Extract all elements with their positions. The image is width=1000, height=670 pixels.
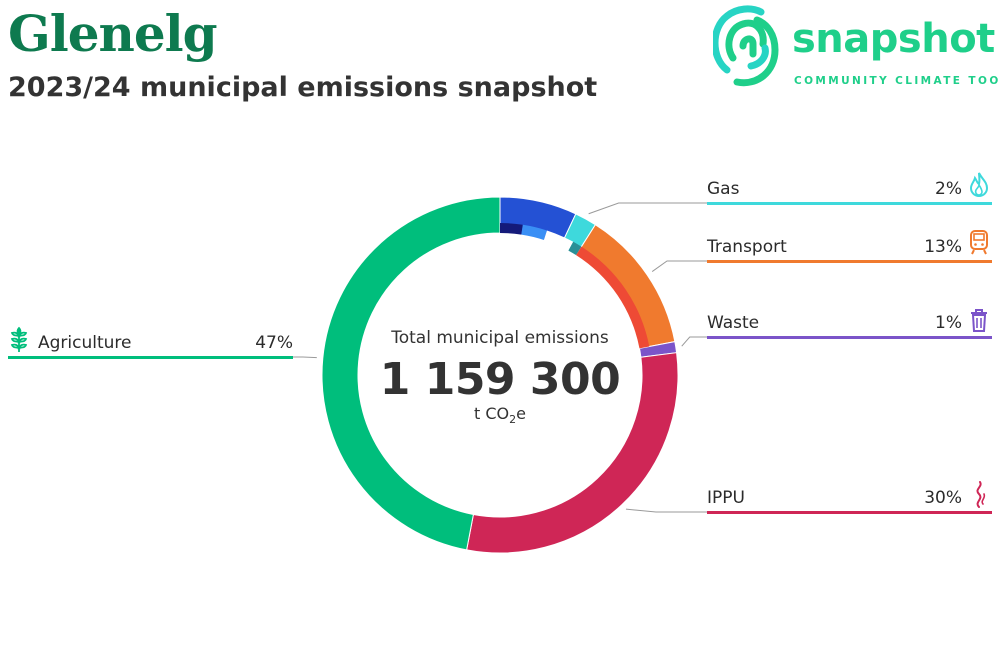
label-gas: Gas 2% [707,172,992,205]
label-waste-percent: 1% [935,313,962,333]
connector-agriculture [293,356,317,359]
connector-transport [651,260,707,272]
label-gas-percent: 2% [935,179,962,199]
label-ippu: IPPU 30% [707,481,992,514]
connector-ippu [625,508,707,513]
subslice-gas-1 [568,241,582,256]
label-gas-name: Gas [707,179,740,199]
label-transport-percent: 13% [924,237,962,257]
connector-waste [681,336,707,347]
subslice-gas-0 [560,237,574,251]
label-agriculture: Agriculture 47% [8,326,293,359]
subslice-transport-0 [576,246,650,349]
wheat-icon [10,326,28,352]
slice-agriculture [321,196,501,551]
flame-icon [969,172,989,197]
label-transport: Transport 13% [707,230,992,263]
label-agriculture-name: Agriculture [38,333,132,353]
trash-bin-icon [971,309,987,332]
logo-tagline: COMMUNITY CLIMATE TOOL [794,75,1000,87]
smoke-icon [976,481,986,508]
logo-wordmark: snapshot [792,16,995,62]
train-icon [970,230,988,255]
center-unit: t CO2e [474,404,526,427]
center-total-value: 1 159 300 [379,354,621,405]
subslice-stationary-energy-1 [521,224,547,240]
label-connectors [293,202,707,513]
label-ippu-name: IPPU [707,488,745,508]
snapshot-swirl-icon [713,5,779,87]
donut-inner-ring [500,223,650,349]
page-title: Glenelg [8,4,218,63]
label-ippu-percent: 30% [924,488,962,508]
label-waste: Waste 1% [707,309,992,339]
subslice-stationary-energy-2 [543,230,565,247]
label-transport-name: Transport [707,237,787,257]
center-title: Total municipal emissions [391,328,609,348]
subslice-stationary-energy-0 [500,223,523,235]
label-agriculture-percent: 47% [255,333,293,353]
connector-gas [588,202,707,215]
label-waste-name: Waste [707,313,760,333]
snapshot-logo: snapshot COMMUNITY CLIMATE TOOL [713,2,1000,92]
page-subtitle: 2023/24 municipal emissions snapshot [8,72,598,103]
